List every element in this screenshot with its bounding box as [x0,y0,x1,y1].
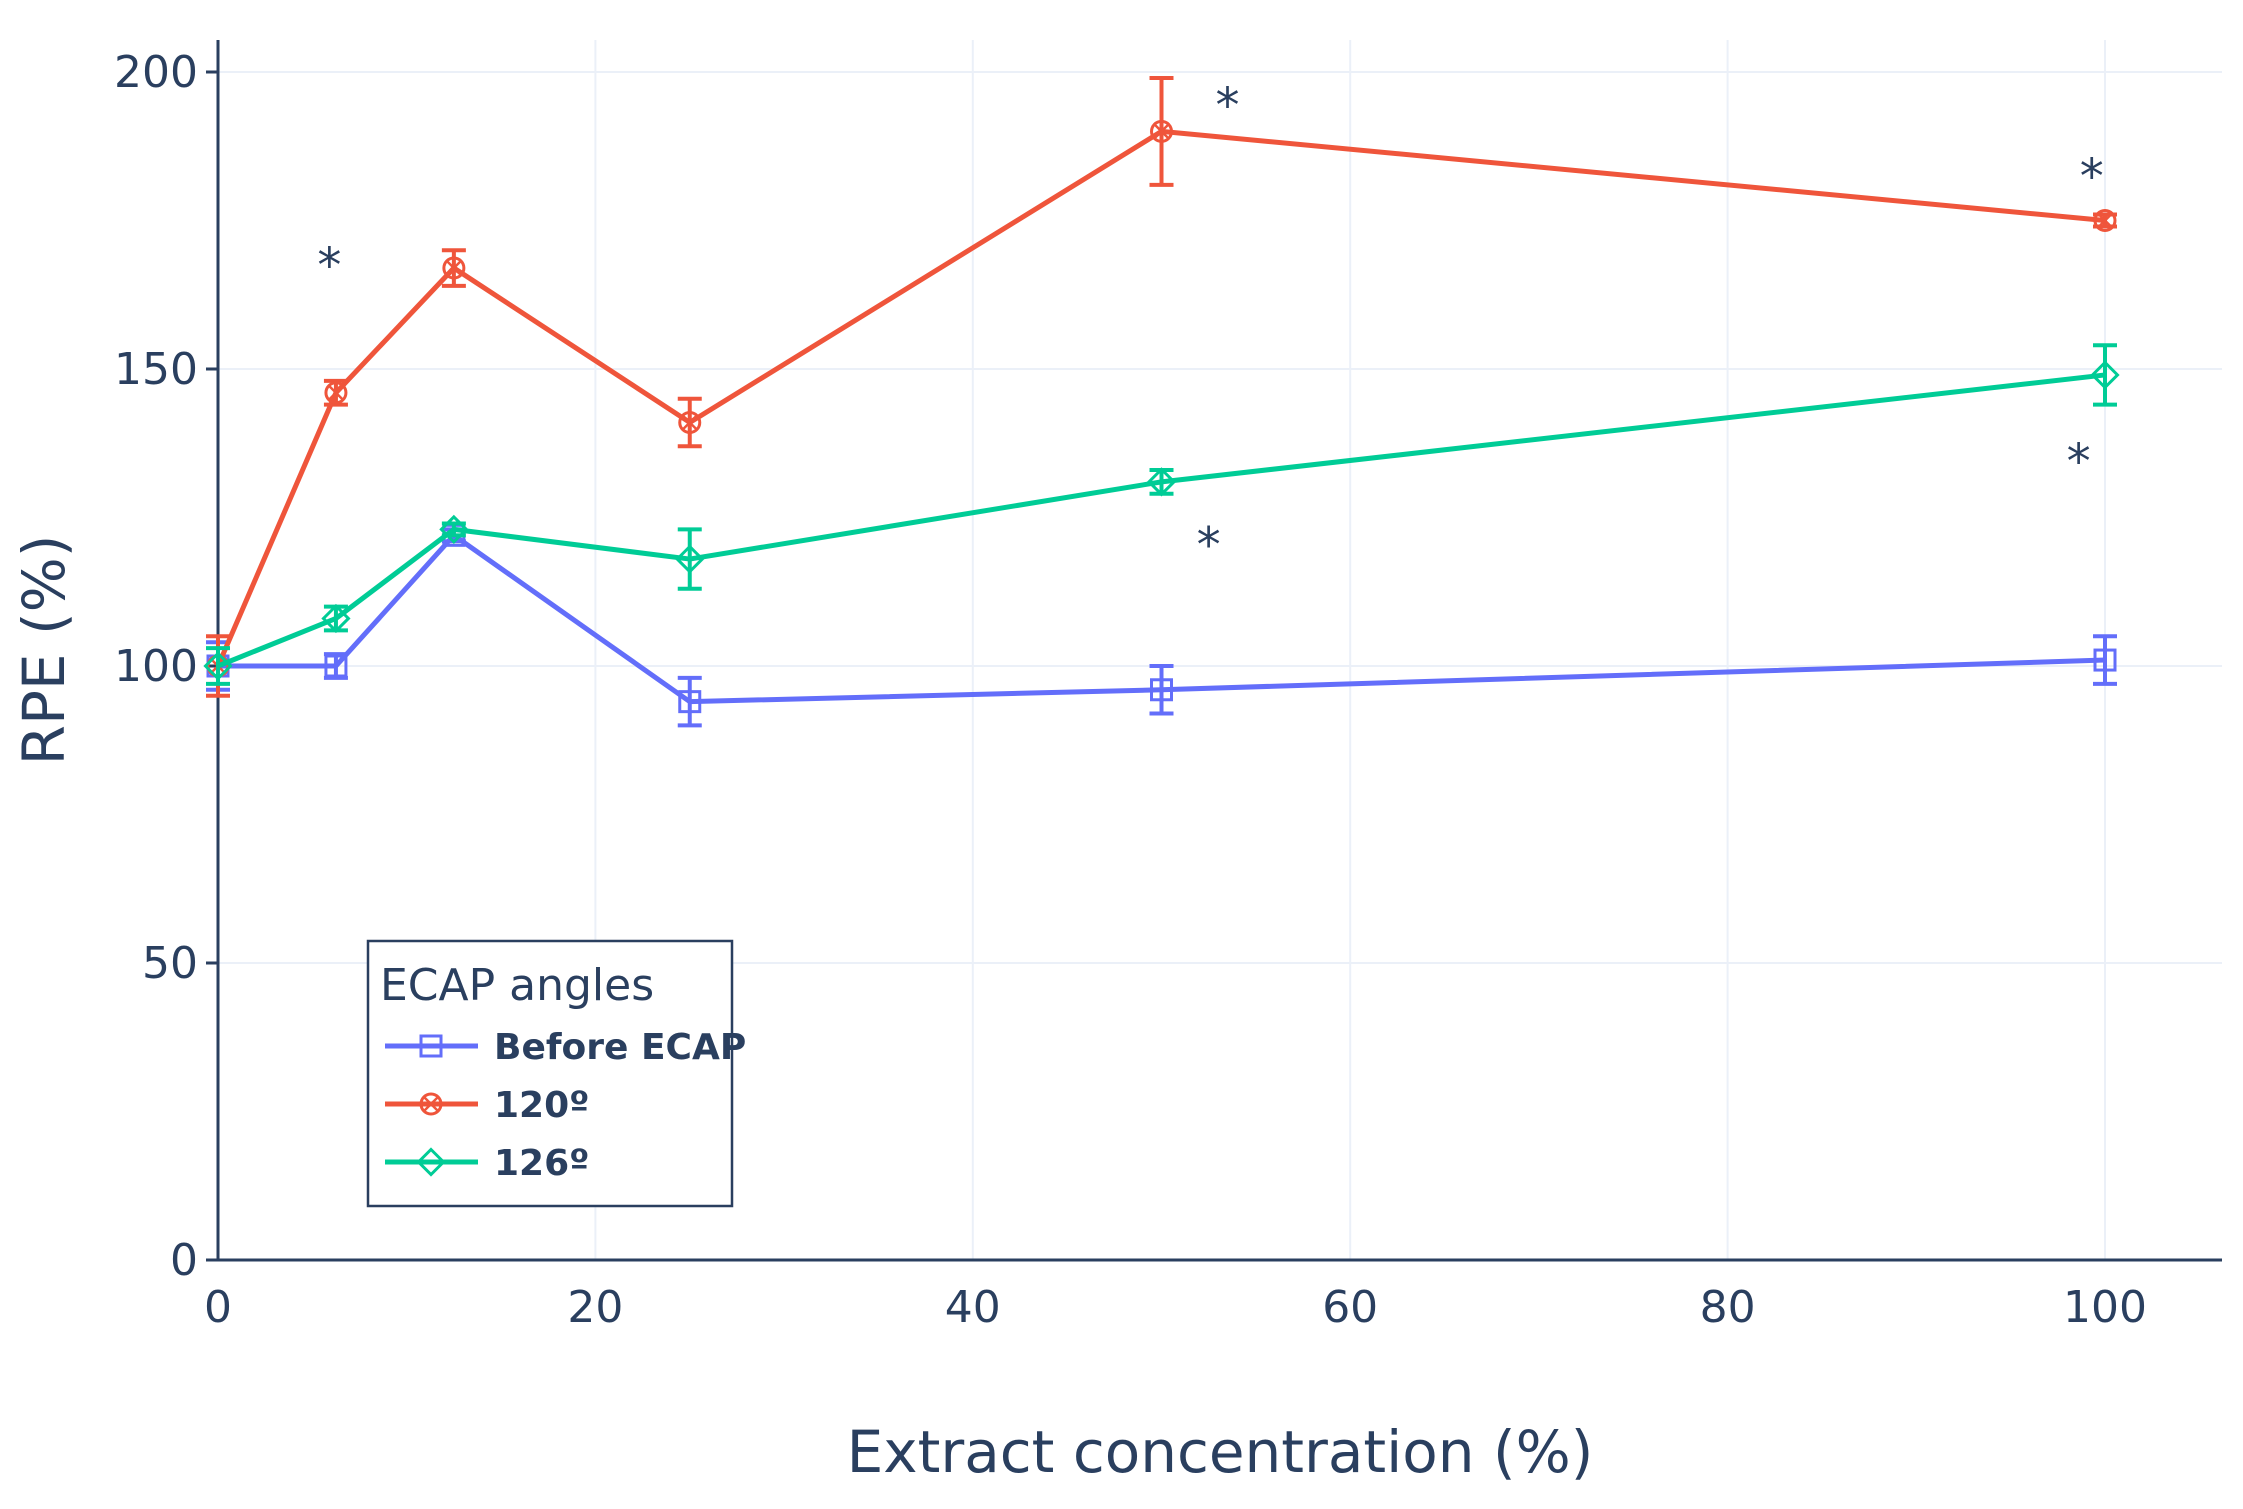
x-axis-title: Extract concentration (%) [847,1418,1594,1486]
legend-marker [419,1034,443,1058]
legend-marker [419,1092,443,1116]
series-line [215,128,2106,667]
series-line [217,372,2106,669]
x-tick-label: 0 [204,1282,232,1333]
y-axis-title: RPE (%) [10,535,78,766]
series-1 [206,523,2117,728]
x-tick-label: 80 [1700,1282,1756,1333]
significance-marker: * [2067,434,2091,490]
data-point [324,654,348,678]
data-point [1150,119,1173,143]
error-bar [677,527,702,591]
y-tick-label: 150 [114,344,198,395]
significance-marker: * [1216,78,1240,134]
error-bar [677,675,702,728]
annotations: * * * * * [317,78,2103,574]
data-point [321,603,351,634]
data-point [678,410,702,434]
x-ticks: 0 20 40 60 80 100 [204,1282,2147,1333]
significance-marker: * [2080,149,2104,205]
data-point [2093,648,2117,672]
error-bar [323,652,348,680]
data-point [1150,678,1173,702]
error-bar [2093,634,2117,686]
data-point [324,381,348,405]
legend: ECAP angles Before ECAP 120º 126º [366,939,746,1208]
legend-items: Before ECAP 120º 126º [385,1027,746,1184]
y-tick-label: 0 [170,1235,198,1286]
y-tick-label: 100 [114,641,198,692]
x-tick-label: 40 [945,1282,1001,1333]
legend-label: 126º [494,1143,589,1184]
data-point [1146,467,1177,497]
legend-item: 120º [385,1085,589,1126]
data-point [439,514,469,545]
error-bar [2093,343,2117,407]
y-tick-label: 200 [114,47,198,98]
x-tick-label: 20 [567,1282,623,1333]
significance-marker: * [317,238,341,294]
legend-label: Before ECAP [494,1027,746,1068]
data-point [678,690,702,714]
legend-label: 120º [494,1085,589,1126]
x-tick-label: 60 [1322,1282,1378,1333]
data-point [2093,209,2117,232]
legend-marker [416,1147,446,1177]
data-point [203,651,233,681]
data-point [442,256,466,280]
series-3 [203,343,2120,686]
x-tick-label: 100 [2063,1282,2147,1333]
significance-marker: * [1197,517,1221,573]
legend-item: Before ECAP [385,1027,746,1068]
series [203,75,2120,728]
legend-title: ECAP angles [380,960,654,1011]
data-point [675,544,705,574]
error-bar [1149,664,1174,716]
legend-item: 126º [385,1143,589,1184]
series-line [218,532,2106,705]
y-ticks: 0 50 100 150 200 [114,47,218,1286]
y-tick-label: 50 [142,938,198,989]
data-point [2090,360,2120,390]
series-2 [206,75,2117,698]
